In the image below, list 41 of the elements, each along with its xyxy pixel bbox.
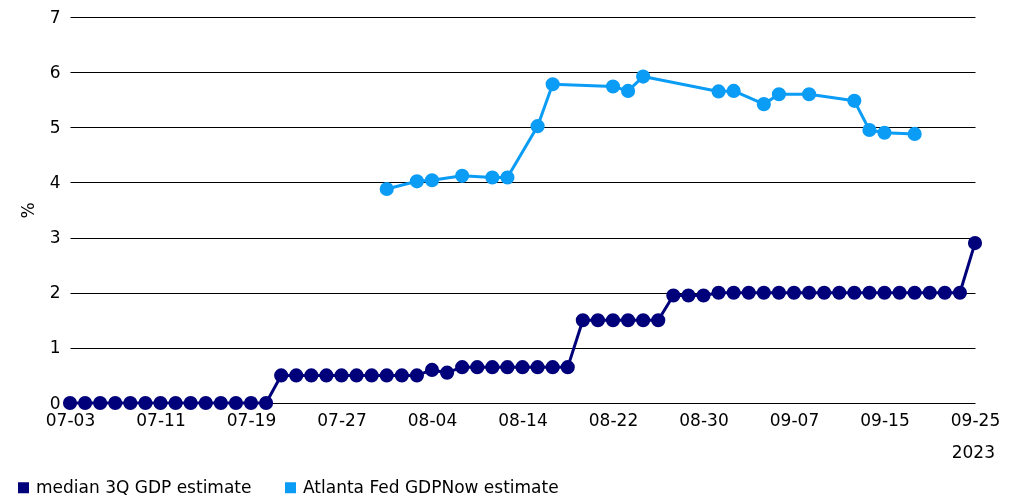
point (530, 119, 545, 134)
point (756, 97, 771, 112)
point (500, 170, 515, 185)
x-tick-label: 07-27 (317, 409, 367, 430)
y-axis-title: % (17, 202, 38, 219)
x-tick-label: 09-07 (769, 409, 820, 430)
point (847, 93, 862, 108)
x-tick-label: 07-11 (136, 409, 186, 430)
x-tick-label: 09-15 (860, 409, 910, 430)
y-tick-label: 5 (49, 116, 61, 137)
y-tick-label: 3 (49, 227, 61, 248)
point (771, 87, 786, 102)
point (409, 174, 424, 189)
y-tick-label: 7 (49, 6, 61, 27)
point (711, 84, 726, 99)
point (455, 168, 470, 183)
point (907, 126, 922, 141)
point (424, 173, 440, 188)
x-tick-label: 08-14 (498, 409, 548, 430)
point (605, 79, 621, 94)
point (621, 83, 636, 98)
x-tick-label: 07-19 (226, 409, 277, 430)
point (877, 125, 892, 140)
x-tick-label: 08-22 (588, 409, 639, 430)
x-tick-label: 08-04 (407, 409, 458, 430)
point (379, 181, 394, 197)
y-tick-label: 4 (49, 171, 61, 192)
y-tick-label: 6 (49, 61, 61, 82)
x-tick-label: 09-25 (950, 409, 1001, 430)
y-tick-label: 2 (49, 282, 61, 303)
point (485, 170, 500, 185)
point (862, 122, 877, 138)
point (802, 87, 817, 102)
legend-label: Atlanta Fed GDPNow estimate (303, 476, 559, 497)
point (726, 83, 741, 98)
legend-label: median 3Q GDP estimate (36, 476, 252, 497)
point (636, 69, 651, 84)
x-tick-label: 08-30 (679, 409, 729, 430)
text: 2023 (951, 442, 995, 462)
y-tick-label: 1 (49, 337, 61, 358)
point (545, 77, 560, 92)
